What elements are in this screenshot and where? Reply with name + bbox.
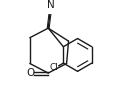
Text: Cl: Cl [50, 63, 59, 72]
Text: N: N [47, 0, 55, 10]
Text: O: O [26, 68, 34, 78]
